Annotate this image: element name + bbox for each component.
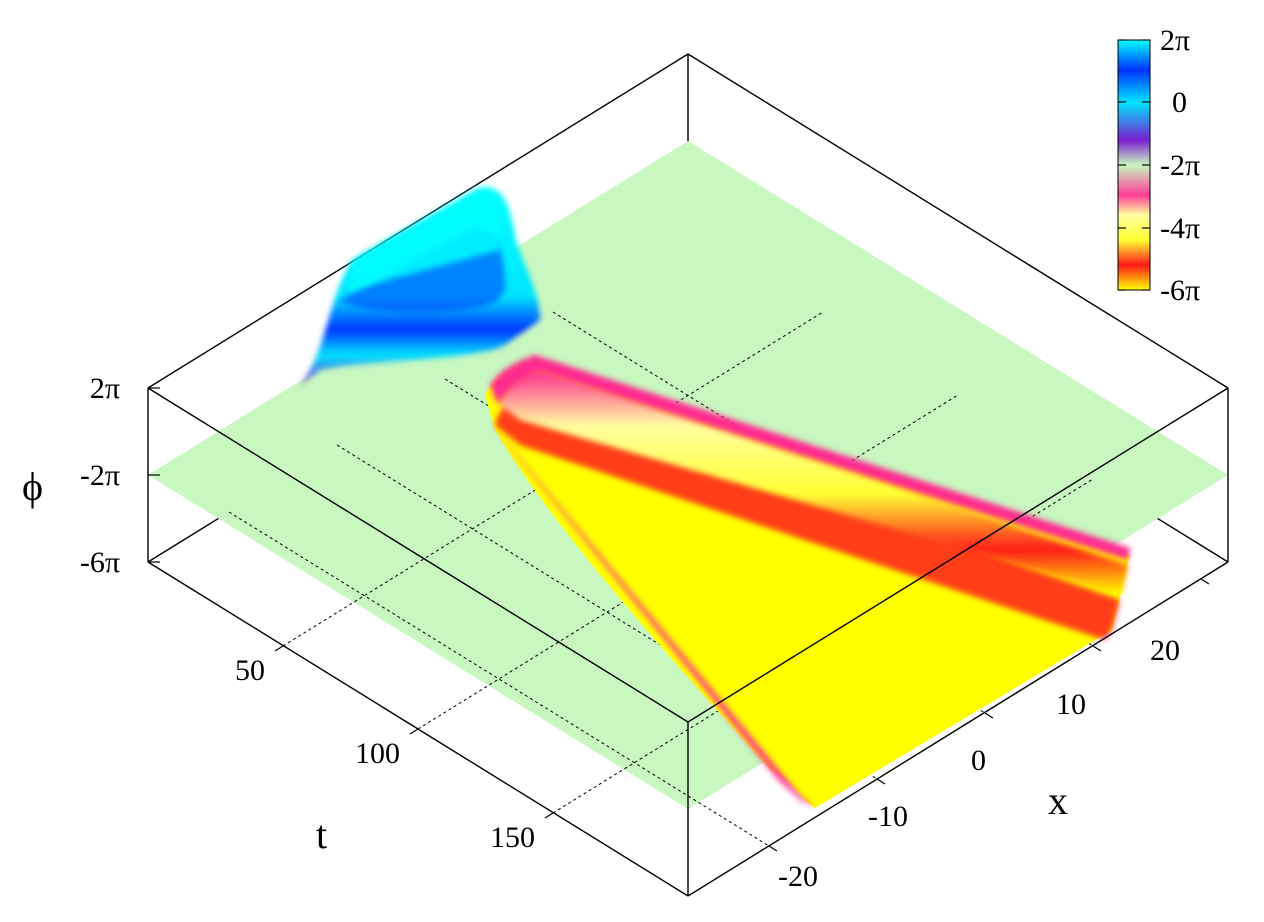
antikink-region bbox=[300, 187, 540, 385]
colorbar-tick-label: 0 bbox=[1172, 86, 1187, 119]
colorbar-tick-label: -6π bbox=[1160, 274, 1200, 307]
colorbar: 2π 0 -2π -4π -6π bbox=[1117, 24, 1200, 307]
colorbar-tick-label: -2π bbox=[1160, 149, 1200, 182]
t-tick-label: 150 bbox=[490, 821, 535, 854]
z-tick-label: 2π bbox=[90, 372, 120, 405]
x-axis: -20 -10 0 10 20 x bbox=[768, 578, 1210, 893]
t-tick-label: 100 bbox=[355, 737, 400, 770]
z-axis-label: ϕ bbox=[22, 464, 43, 509]
x-tick-label: 0 bbox=[971, 744, 986, 777]
kink-region bbox=[485, 355, 1130, 808]
t-axis: 50 100 150 t bbox=[235, 645, 554, 857]
x-tick-label: 10 bbox=[1056, 688, 1086, 721]
colorbar-tick-label: -4π bbox=[1160, 212, 1200, 245]
z-axis: 2π -2π -6π ϕ bbox=[22, 372, 160, 579]
x-tick-label: -20 bbox=[778, 860, 818, 893]
x-axis-label: x bbox=[1048, 778, 1068, 823]
x-tick-label: -10 bbox=[868, 800, 908, 833]
z-tick-label: -2π bbox=[80, 459, 120, 492]
z-tick-label: -6π bbox=[80, 546, 120, 579]
t-axis-label: t bbox=[316, 812, 327, 857]
t-tick-label: 50 bbox=[235, 654, 265, 687]
colorbar-tick-label: 2π bbox=[1160, 24, 1190, 57]
x-tick-label: 20 bbox=[1150, 634, 1180, 667]
